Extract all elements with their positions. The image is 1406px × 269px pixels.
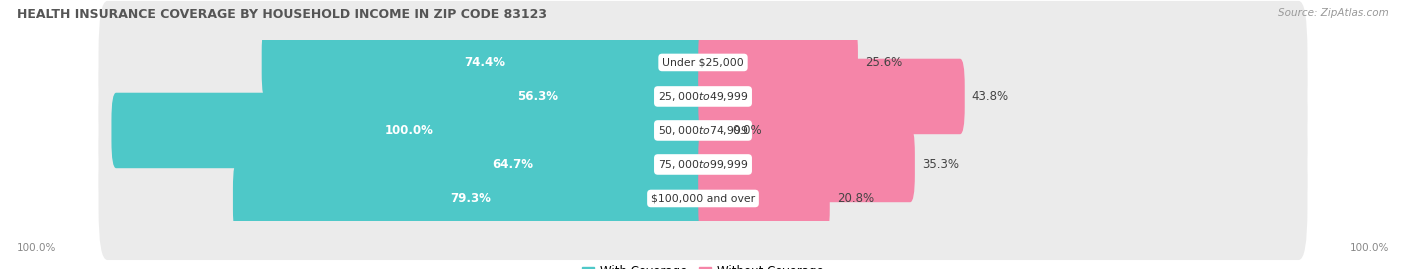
FancyBboxPatch shape [98,35,1308,158]
Text: HEALTH INSURANCE COVERAGE BY HOUSEHOLD INCOME IN ZIP CODE 83123: HEALTH INSURANCE COVERAGE BY HOUSEHOLD I… [17,8,547,21]
FancyBboxPatch shape [699,127,915,202]
Legend: With Coverage, Without Coverage: With Coverage, Without Coverage [578,261,828,269]
Text: 79.3%: 79.3% [450,192,491,205]
FancyBboxPatch shape [319,127,707,202]
FancyBboxPatch shape [98,103,1308,226]
Text: $75,000 to $99,999: $75,000 to $99,999 [658,158,748,171]
FancyBboxPatch shape [98,1,1308,124]
Text: 0.0%: 0.0% [733,124,762,137]
Text: $50,000 to $74,999: $50,000 to $74,999 [658,124,748,137]
FancyBboxPatch shape [233,161,707,236]
Text: 56.3%: 56.3% [517,90,558,103]
Text: 100.0%: 100.0% [17,243,56,253]
Text: 64.7%: 64.7% [492,158,534,171]
Text: $25,000 to $49,999: $25,000 to $49,999 [658,90,748,103]
FancyBboxPatch shape [699,161,830,236]
FancyBboxPatch shape [699,25,858,100]
FancyBboxPatch shape [98,69,1308,192]
FancyBboxPatch shape [699,59,965,134]
Text: 25.6%: 25.6% [865,56,903,69]
Text: $100,000 and over: $100,000 and over [651,193,755,203]
Text: 35.3%: 35.3% [922,158,959,171]
Text: 100.0%: 100.0% [1350,243,1389,253]
Text: 100.0%: 100.0% [385,124,434,137]
Text: 43.8%: 43.8% [972,90,1010,103]
FancyBboxPatch shape [111,93,707,168]
Text: Source: ZipAtlas.com: Source: ZipAtlas.com [1278,8,1389,18]
Text: 20.8%: 20.8% [837,192,875,205]
Text: 74.4%: 74.4% [464,56,505,69]
FancyBboxPatch shape [262,25,707,100]
Text: Under $25,000: Under $25,000 [662,58,744,68]
FancyBboxPatch shape [368,59,707,134]
FancyBboxPatch shape [98,137,1308,260]
